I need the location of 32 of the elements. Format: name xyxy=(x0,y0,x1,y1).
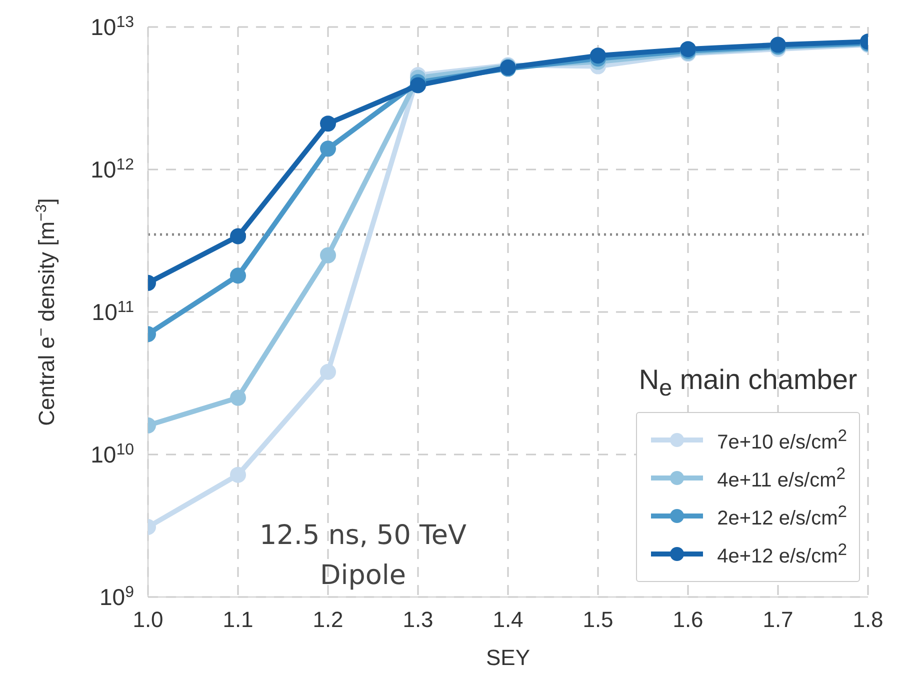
x-tick-label: 1.7 xyxy=(762,607,794,632)
x-tick-label: 1.0 xyxy=(132,607,164,632)
x-tick-label: 1.1 xyxy=(222,607,254,632)
point xyxy=(320,140,336,157)
point xyxy=(320,364,336,380)
y-tick-label: 10$^{10}$ xyxy=(90,441,134,468)
x-tick-label: 1.3 xyxy=(402,607,434,632)
point xyxy=(320,247,336,264)
y-tick-label: 10$^{11}$ xyxy=(92,298,134,325)
annotation: 12.5 ns, 50 TeV xyxy=(258,519,468,553)
x-tick-label: 1.5 xyxy=(582,607,614,632)
y-tick-label: 10$^{13}$ xyxy=(90,14,134,40)
x-tick-label: 1.8 xyxy=(852,607,884,632)
y-tick-label: 10$^{12}$ xyxy=(90,156,134,182)
legend-title: N$_{e}$ main chamber xyxy=(638,364,858,402)
y-tick-label: 10$^{9}$ xyxy=(100,584,134,610)
legend-label: 7e+10 e/s/cm$^{2}$ xyxy=(717,426,847,454)
point xyxy=(230,228,246,244)
point xyxy=(590,48,606,64)
legend-label: 4e+12 e/s/cm$^{2}$ xyxy=(717,540,847,568)
annotation: Dipole xyxy=(318,559,408,593)
legend-label: 4e+11 e/s/cm$^{2}$ xyxy=(717,464,846,492)
x-tick-label: 1.4 xyxy=(492,607,524,632)
point xyxy=(230,466,246,483)
x-tick-label: 1.6 xyxy=(672,607,704,632)
legend-label: 2e+12 e/s/cm$^{2}$ xyxy=(717,502,847,530)
x-axis-title: SEY xyxy=(486,645,530,670)
x-tick-label: 1.2 xyxy=(312,607,344,632)
point xyxy=(320,116,336,132)
point xyxy=(410,77,426,94)
point xyxy=(230,268,246,284)
point xyxy=(230,390,246,406)
